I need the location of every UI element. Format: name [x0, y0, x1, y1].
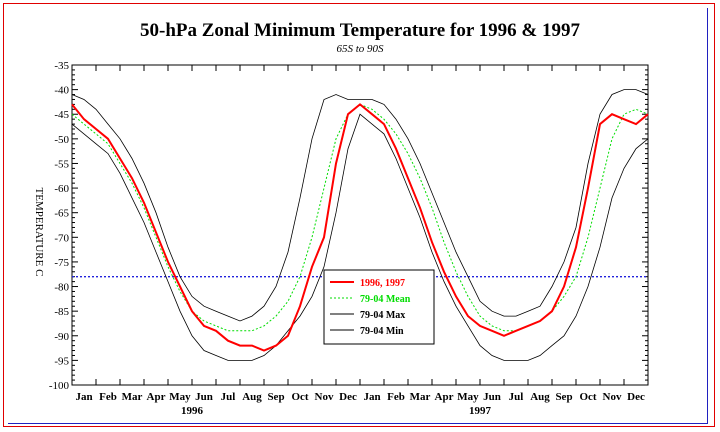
legend-entries: 1996, 1997 79-04 Mean 79-04 Max 79-04 Min [330, 278, 411, 337]
x-month-label: Jun [195, 391, 213, 403]
x-month-label: Oct [291, 391, 308, 403]
x-month-label: Dec [339, 391, 357, 403]
y-tick-label: -70 [54, 232, 69, 244]
x-month-label: Aug [242, 391, 262, 403]
chart-title: 50-hPa Zonal Minimum Temperature for 199… [140, 20, 580, 41]
y-tick-label: -85 [54, 306, 69, 318]
x-month-label: Oct [579, 391, 596, 403]
legend: 1996, 1997 79-04 Mean 79-04 Max 79-04 Min [323, 269, 435, 345]
x-month-label: Mar [410, 391, 431, 403]
legend-label: 79-04 Max [360, 310, 405, 321]
y-tick-label: -45 [54, 109, 69, 121]
y-tick-label: -40 [54, 85, 69, 97]
x-month-label: Nov [315, 391, 334, 403]
legend-label: 79-04 Mean [360, 294, 411, 305]
series-line-1996-1997 [71, 103, 649, 352]
y-tick-label: -35 [54, 60, 69, 72]
x-month-label: Apr [435, 391, 454, 403]
y-tick-label: -55 [54, 158, 69, 170]
y-tick-label: -95 [54, 355, 69, 367]
y-tick-label: -50 [54, 134, 69, 146]
x-month-label: Jul [509, 391, 524, 403]
inner-frame [8, 8, 708, 424]
y-tick-label: -60 [54, 183, 69, 195]
x-month-label: Sep [267, 391, 284, 403]
y-tick-label: -90 [54, 331, 69, 343]
x-month-label: Nov [603, 391, 622, 403]
legend-label: 1996, 1997 [360, 278, 405, 289]
series-line-79-04-max [71, 89, 649, 322]
x-month-label: Sep [555, 391, 572, 403]
x-month-label: Jul [221, 391, 236, 403]
x-month-label: Feb [99, 391, 117, 403]
x-month-label: Feb [387, 391, 405, 403]
x-month-label: Jan [363, 391, 380, 403]
series-line-79-04-min [71, 113, 649, 361]
y-axis-label: TEMPERATURE C [33, 188, 45, 277]
chart-subtitle: 65S to 90S [336, 43, 384, 55]
x-month-label: May [169, 391, 191, 403]
outer-frame [3, 3, 715, 427]
x-month-label: Jan [75, 391, 92, 403]
series-layer [71, 89, 649, 361]
x-month-label: Mar [122, 391, 143, 403]
x-axis-ticks: Jan Feb Mar Apr May Jun Jul Aug Sep Oct Nov Dec Jan F… [71, 65, 649, 417]
x-month-label: Apr [147, 391, 166, 403]
y-tick-label: -75 [54, 257, 69, 269]
legend-label: 79-04 Min [360, 326, 404, 337]
x-month-label: Jun [483, 391, 501, 403]
x-month-label: Aug [530, 391, 550, 403]
y-tick-label: -65 [54, 208, 69, 220]
y-tick-label: -100 [49, 380, 70, 392]
y-tick-label: -80 [54, 282, 69, 294]
x-year-label: 1996 [181, 405, 204, 417]
x-month-label: Dec [627, 391, 645, 403]
x-year-label: 1997 [469, 405, 492, 417]
x-month-label: May [457, 391, 479, 403]
